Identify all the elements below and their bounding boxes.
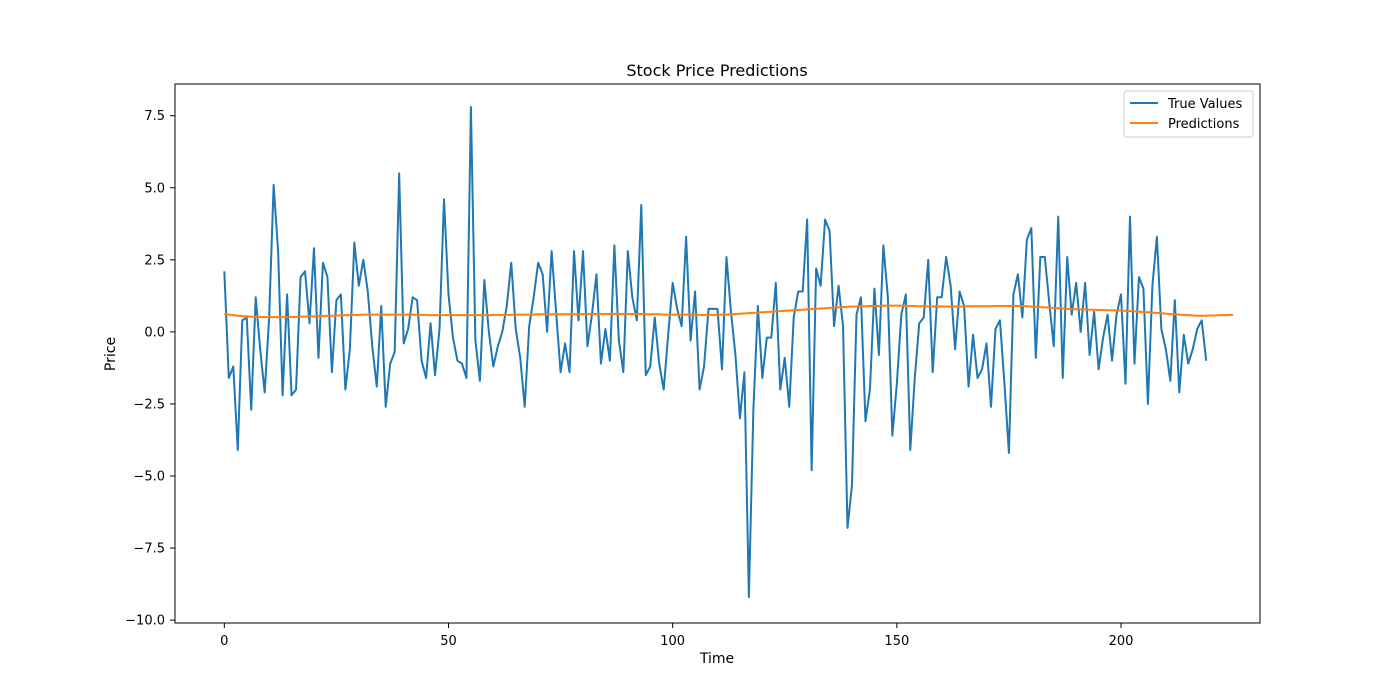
y-tick-label: 0.0 xyxy=(144,325,165,340)
y-tick-label: 5.0 xyxy=(144,181,165,196)
x-tick-label: 100 xyxy=(660,634,685,649)
x-tick-label: 200 xyxy=(1109,634,1134,649)
plot-area-frame xyxy=(174,83,1261,624)
legend-label-predictions: Predictions xyxy=(1168,117,1240,132)
y-axis: −10.0 −7.5 −5.0 −2.5 0.0 2.5 5.0 7.5 xyxy=(125,109,175,629)
legend: True Values Predictions xyxy=(1123,90,1254,138)
series-line-predictions xyxy=(224,304,1234,319)
y-tick-label: −2.5 xyxy=(133,397,165,412)
legend-label-true-values: True Values xyxy=(1167,97,1242,112)
series-line-true-values xyxy=(223,106,1208,599)
y-tick-label: 7.5 xyxy=(144,109,165,124)
y-tick-label: −10.0 xyxy=(125,614,165,629)
y-tick-label: −5.0 xyxy=(133,470,165,485)
chart-title: Stock Price Predictions xyxy=(626,61,807,80)
x-axis-label: Time xyxy=(699,651,734,667)
y-axis-label: Price xyxy=(103,337,119,371)
y-tick-label: 2.5 xyxy=(144,253,165,268)
x-tick-label: 50 xyxy=(440,634,457,649)
x-tick-label: 0 xyxy=(220,634,228,649)
series-layer xyxy=(223,106,1234,599)
y-tick-label: −7.5 xyxy=(133,542,165,557)
x-tick-label: 150 xyxy=(884,634,909,649)
x-axis: 0 50 100 150 200 xyxy=(220,623,1133,649)
